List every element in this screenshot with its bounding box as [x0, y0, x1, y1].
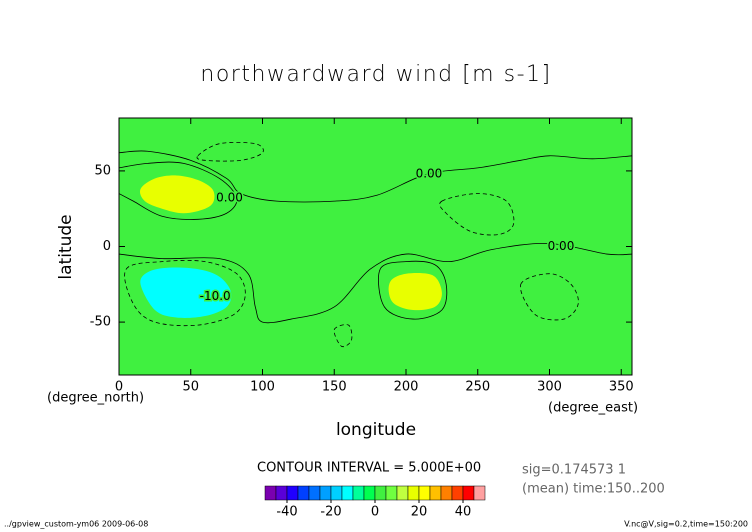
colorbar-box: [341, 485, 354, 501]
footer-left: ../gpview_custom-ym06 2009-06-08: [4, 520, 148, 529]
colorbar-box: [363, 485, 376, 501]
shaded-region: [140, 267, 232, 319]
footer-right: V.nc@V,sig=0.2,time=150:200: [624, 520, 748, 529]
colorbar-box: [275, 485, 288, 501]
x-tick-label: 250: [465, 380, 490, 395]
colorbar-box: [418, 485, 431, 501]
x-unit: (degree_east): [548, 401, 638, 416]
colorbar-box: [396, 485, 409, 501]
colorbar-box: [385, 485, 398, 501]
contour-line: [119, 150, 632, 203]
colorbar-box: [319, 485, 332, 501]
mean-note: (mean) time:150..200: [522, 482, 665, 497]
y-unit: (degree_north): [47, 391, 144, 406]
contour-line: [119, 161, 238, 220]
x-axis-label: longitude: [336, 420, 416, 440]
contour-interval: CONTOUR INTERVAL = 5.000E+00: [257, 461, 481, 476]
colorbar-box: [352, 485, 365, 501]
colorbar-box: [330, 485, 343, 501]
colorbar-box: [374, 485, 387, 501]
x-tick-label: 150: [322, 380, 347, 395]
y-tick-label: 0: [103, 239, 111, 254]
contour-label: 0.00: [216, 191, 243, 205]
colorbar-box: [407, 485, 420, 501]
colorbar-box: [429, 485, 442, 501]
colorbar-box: [264, 485, 277, 501]
x-tick-label: 0: [115, 380, 123, 395]
x-tick-label: 50: [182, 380, 199, 395]
y-tick-label: -50: [90, 315, 111, 330]
colorbar-box: [451, 485, 464, 501]
y-tick-label: 50: [94, 163, 111, 178]
contour-line: [124, 259, 246, 327]
x-tick-label: 300: [537, 380, 562, 395]
contour-label: -10.0: [200, 289, 231, 303]
colorbar-box: [308, 485, 321, 501]
x-tick-label: 350: [609, 380, 634, 395]
colorbar-box: [473, 485, 486, 501]
colorbar-box: [286, 485, 299, 501]
colorbar-box: [440, 485, 453, 501]
colorbar-box: [297, 485, 310, 501]
shaded-region: [388, 272, 442, 311]
contour-line: [378, 260, 448, 320]
contour-label: 0.00: [548, 239, 575, 253]
colorbar-tick-label: 0: [371, 505, 379, 520]
colorbar-box: [462, 485, 475, 501]
contour-line: [520, 273, 579, 321]
y-axis-label: latitude: [56, 214, 76, 279]
shaded-region: [139, 175, 215, 214]
colorbar-tick-label: -20: [320, 505, 341, 520]
colorbar-tick-label: 20: [411, 505, 428, 520]
plot-area: 0.00 0.00 0.00 -10.0: [119, 118, 632, 375]
contour-label: 0.00: [416, 166, 443, 180]
chart-title: northwardward wind [m s-1]: [200, 62, 551, 87]
sig-note: sig=0.174573 1: [522, 463, 626, 478]
colorbar-tick-label: 40: [455, 505, 472, 520]
contour-line: [439, 193, 515, 236]
contour-line: [196, 141, 264, 162]
x-tick-label: 200: [394, 380, 419, 395]
colorbar-tick-label: -40: [276, 505, 297, 520]
field-background: [119, 118, 632, 375]
contour-line: [333, 324, 353, 348]
x-tick-label: 100: [250, 380, 275, 395]
contour-line: [119, 242, 632, 324]
